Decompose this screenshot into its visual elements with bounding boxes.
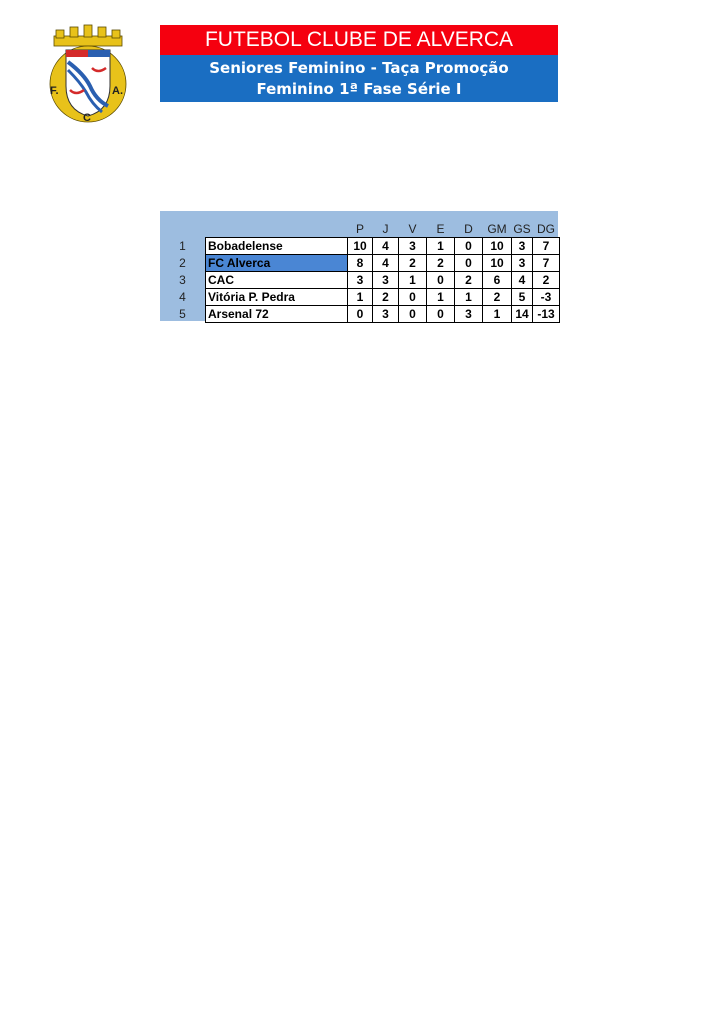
competition-line-2: Feminino 1ª Fase Série I — [256, 80, 462, 98]
position: 1 — [179, 239, 186, 253]
stat-gm: 6 — [482, 271, 512, 289]
col-v: V — [408, 222, 417, 236]
stat-e: 2 — [426, 254, 455, 272]
stat-p: 3 — [347, 271, 373, 289]
table-row: 2 FC Alverca 8 4 2 2 0 10 3 7 — [160, 254, 560, 272]
stat-dg: 7 — [532, 254, 560, 272]
stat-gs: 3 — [511, 254, 533, 272]
logo-letter-c: C — [83, 112, 91, 124]
logo-letter-a: A. — [112, 85, 123, 97]
stat-gm: 10 — [482, 254, 512, 272]
logo-letter-f: F. — [50, 85, 59, 97]
club-title: FUTEBOL CLUBE DE ALVERCA — [160, 25, 558, 55]
stat-p: 10 — [347, 237, 373, 255]
stat-gs: 4 — [511, 271, 533, 289]
table-row: 1 Bobadelense 10 4 3 1 0 10 3 7 — [160, 237, 560, 255]
col-d: D — [464, 222, 473, 236]
stat-d: 2 — [454, 271, 483, 289]
stat-j: 4 — [372, 254, 399, 272]
stat-p: 0 — [347, 305, 373, 323]
stat-gs: 5 — [511, 288, 533, 306]
stat-d: 1 — [454, 288, 483, 306]
stat-e: 1 — [426, 237, 455, 255]
stat-dg: 2 — [532, 271, 560, 289]
position: 2 — [179, 256, 186, 270]
stat-e: 0 — [426, 305, 455, 323]
stat-j: 2 — [372, 288, 399, 306]
col-p: P — [355, 222, 364, 236]
stat-gm: 10 — [482, 237, 512, 255]
team-name: Bobadelense — [205, 237, 348, 255]
position: 4 — [179, 290, 186, 304]
table-row: 4 Vitória P. Pedra 1 2 0 1 1 2 5 -3 — [160, 288, 560, 306]
position: 3 — [179, 273, 186, 287]
stat-dg: 7 — [532, 237, 560, 255]
standings-table: P J V E D GM GS DG 1 Bobadelense 10 4 3 1 0 10 3… — [160, 221, 560, 323]
team-name: CAC — [205, 271, 348, 289]
competition-title: Seniores Feminino - Taça Promoção Femini… — [160, 55, 558, 102]
team-name: FC Alverca — [205, 254, 348, 272]
col-e: E — [436, 222, 445, 236]
stat-d: 0 — [454, 237, 483, 255]
stat-p: 8 — [347, 254, 373, 272]
col-gs: GS — [513, 222, 531, 236]
stat-d: 0 — [454, 254, 483, 272]
stat-dg: -13 — [532, 305, 560, 323]
stat-v: 3 — [398, 237, 427, 255]
stat-dg: -3 — [532, 288, 560, 306]
stat-v: 0 — [398, 305, 427, 323]
stat-p: 1 — [347, 288, 373, 306]
stat-j: 4 — [372, 237, 399, 255]
stat-gs: 14 — [511, 305, 533, 323]
team-name: Arsenal 72 — [205, 305, 348, 323]
stat-j: 3 — [372, 305, 399, 323]
position: 5 — [179, 307, 186, 321]
col-j: J — [382, 222, 389, 236]
stat-gm: 2 — [482, 288, 512, 306]
table-row: 3 CAC 3 3 1 0 2 6 4 2 — [160, 271, 560, 289]
stat-e: 1 — [426, 288, 455, 306]
stat-gm: 1 — [482, 305, 512, 323]
table-row: 5 Arsenal 72 0 3 0 0 3 1 14 -13 — [160, 305, 560, 323]
stat-v: 2 — [398, 254, 427, 272]
stat-d: 3 — [454, 305, 483, 323]
competition-line-1: Seniores Feminino - Taça Promoção — [209, 59, 509, 77]
stat-v: 1 — [398, 271, 427, 289]
stat-j: 3 — [372, 271, 399, 289]
stat-gs: 3 — [511, 237, 533, 255]
col-gm: GM — [487, 222, 507, 236]
stat-v: 0 — [398, 288, 427, 306]
col-dg: DG — [537, 222, 555, 236]
team-name: Vitória P. Pedra — [205, 288, 348, 306]
club-crest-logo: F. C A. — [49, 24, 127, 124]
stat-e: 0 — [426, 271, 455, 289]
header-row: P J V E D GM GS DG — [160, 221, 560, 238]
